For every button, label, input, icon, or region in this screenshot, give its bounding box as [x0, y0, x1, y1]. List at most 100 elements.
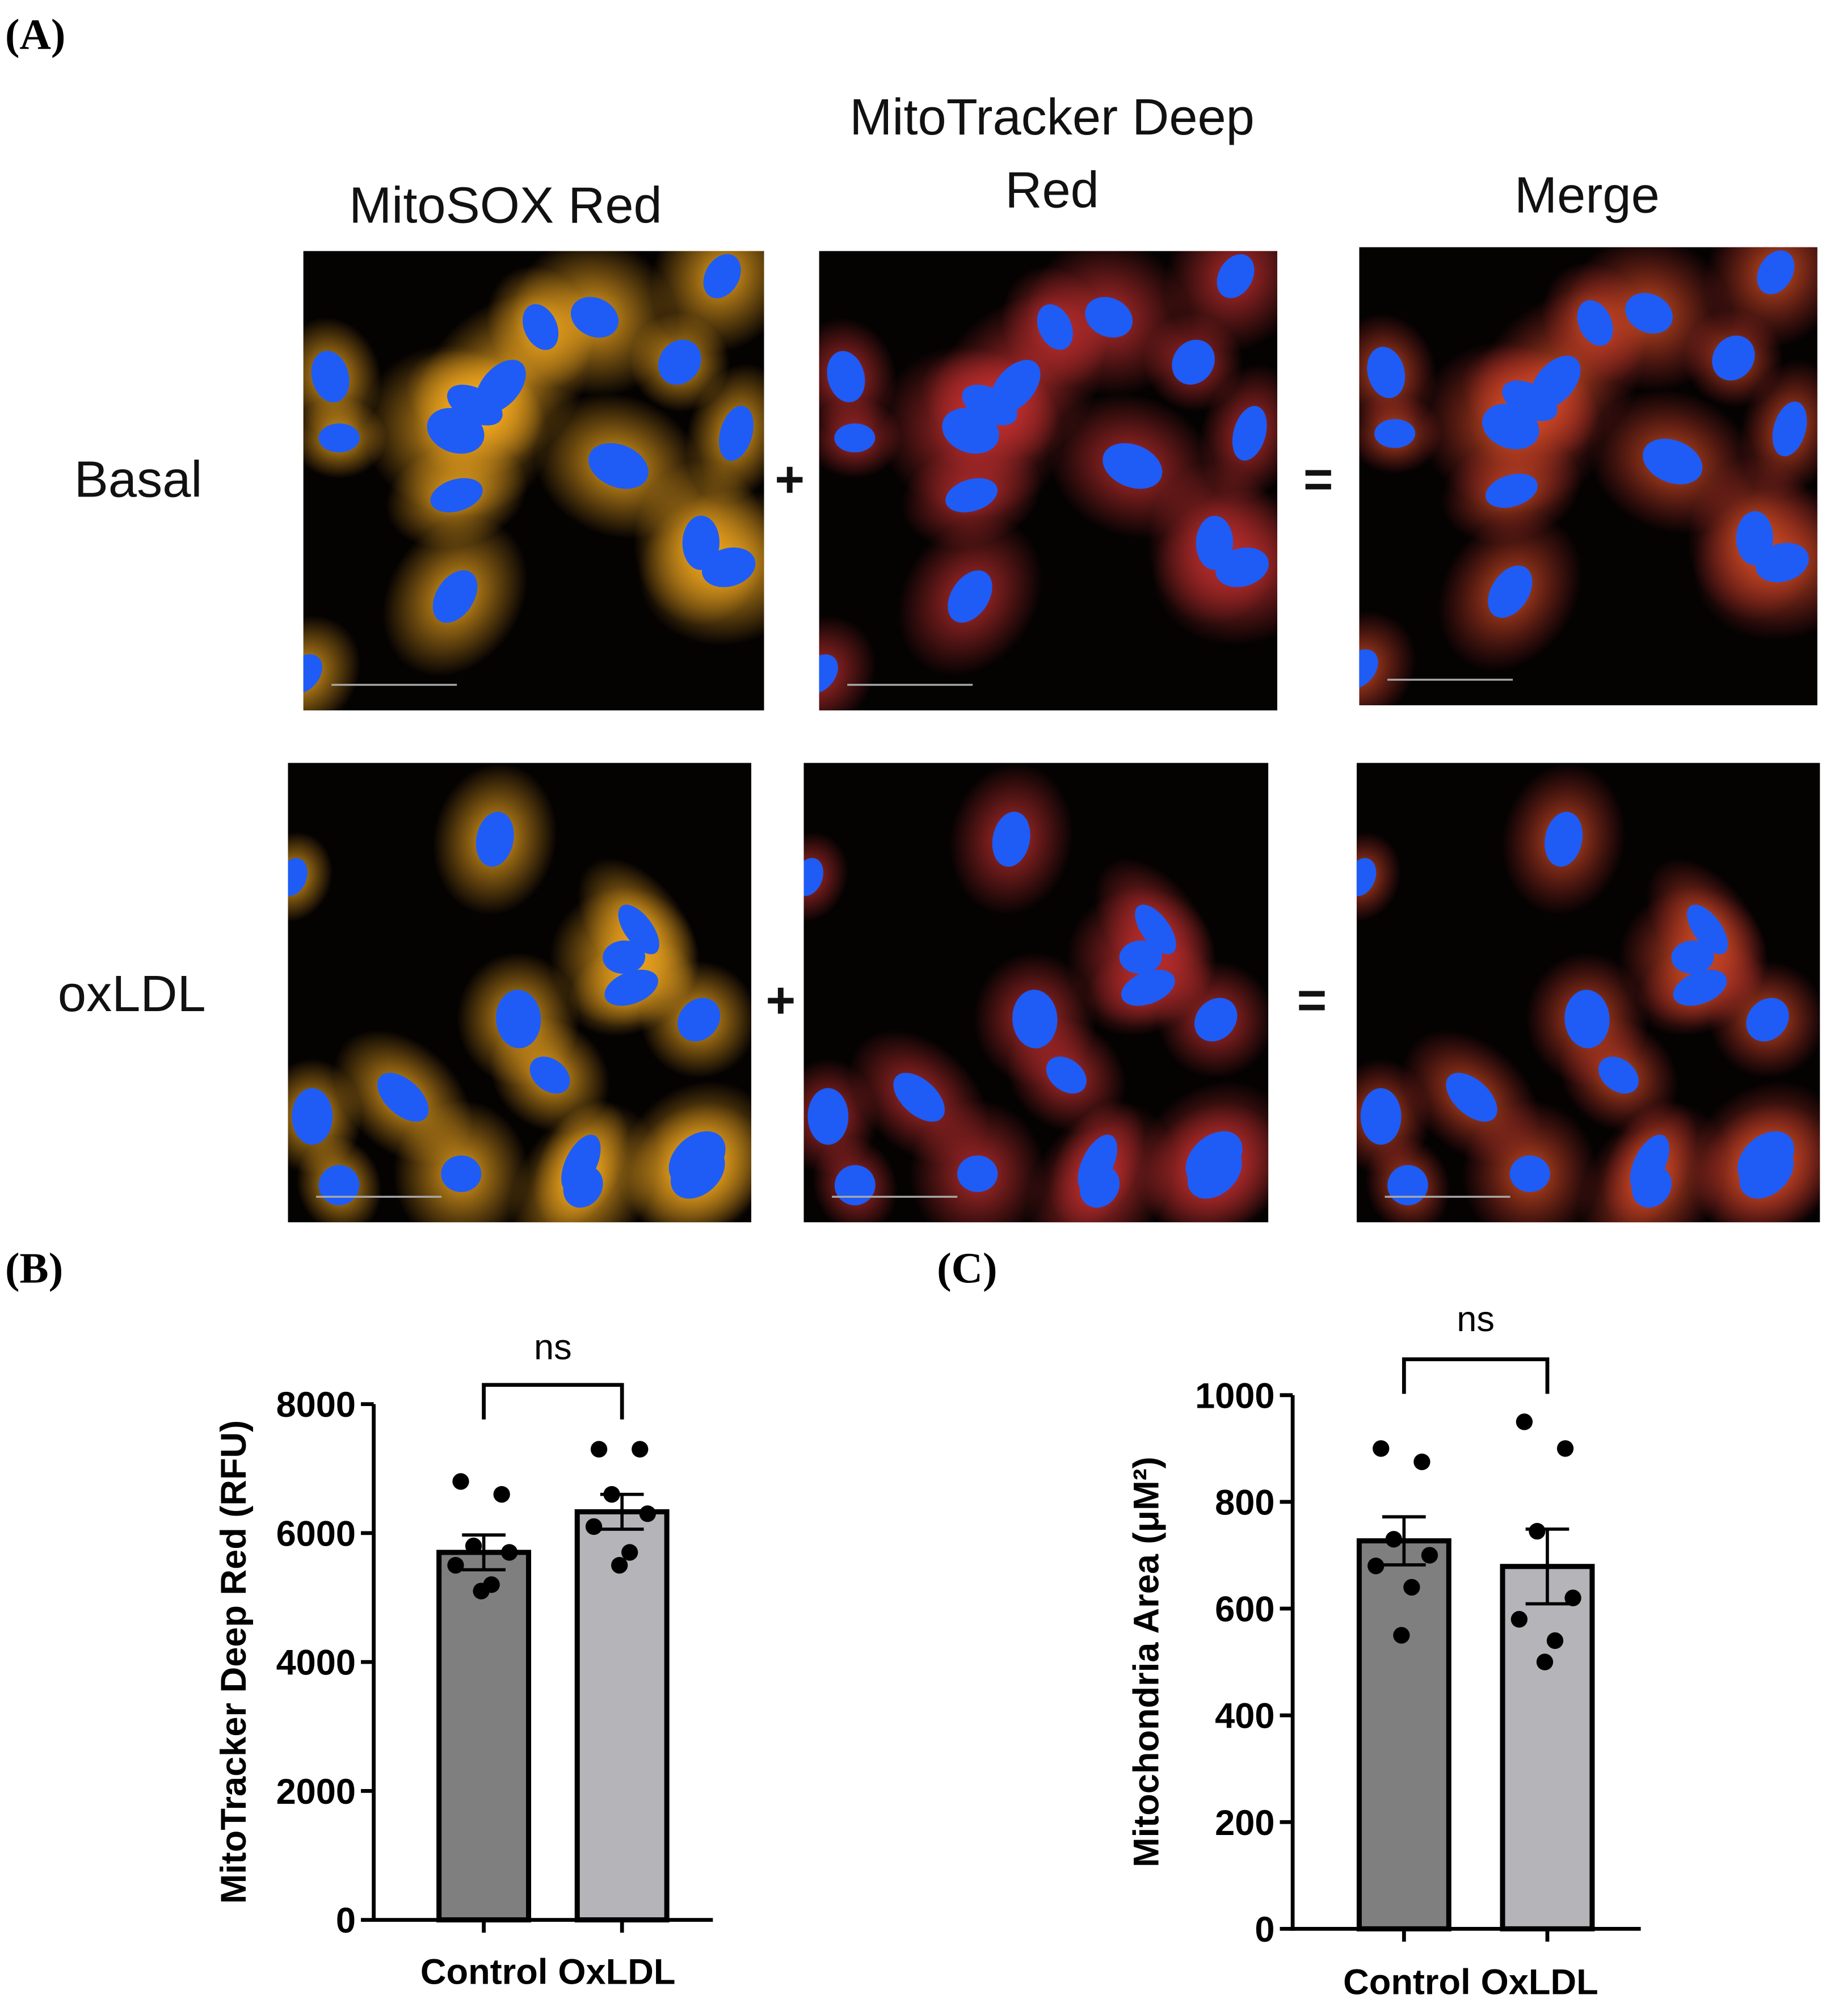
column-header: Merge	[1514, 167, 1660, 224]
nucleus	[703, 254, 741, 298]
data-point	[1373, 1440, 1390, 1457]
significance-label: ns	[534, 1328, 572, 1367]
nucleus	[834, 423, 876, 453]
nucleus	[1196, 515, 1234, 570]
nucleus	[377, 1072, 429, 1122]
nucleus	[603, 940, 646, 974]
nucleus	[1446, 1072, 1497, 1122]
significance-label: ns	[1457, 1299, 1495, 1339]
nucleus	[827, 351, 865, 402]
nucleus	[1012, 990, 1058, 1049]
nucleus	[1509, 1155, 1550, 1192]
y-axis-title: Mitochondria Area (μM²)	[1126, 1457, 1166, 1867]
nucleus	[1359, 649, 1378, 689]
bar	[574, 1509, 670, 1923]
y-tick-label: 200	[1215, 1803, 1274, 1843]
data-point	[603, 1486, 620, 1503]
nucleus	[942, 408, 999, 454]
data-point	[1516, 1413, 1533, 1430]
nucleus	[893, 1072, 945, 1122]
nucleus	[1673, 970, 1727, 1006]
bar	[436, 1550, 532, 1923]
x-tick-label: Control	[420, 1952, 548, 1992]
nucleus	[719, 406, 754, 461]
micrograph	[819, 251, 1278, 711]
panel-label: (B)	[5, 1244, 63, 1292]
data-point	[621, 1544, 638, 1561]
nucleus	[1374, 419, 1416, 448]
nucleus	[561, 1134, 601, 1193]
data-point	[1564, 1589, 1581, 1606]
data-point	[590, 1441, 608, 1458]
nucleus	[1757, 250, 1795, 294]
x-tick-label: OxLDL	[558, 1952, 675, 1992]
operator: +	[766, 971, 796, 1029]
nucleus	[1530, 355, 1581, 409]
nucleus	[604, 970, 658, 1006]
nucleus	[523, 304, 559, 350]
data-point	[493, 1486, 510, 1503]
data-point	[473, 1583, 490, 1600]
data-point	[1385, 1531, 1402, 1548]
nucleus	[1598, 1057, 1639, 1094]
nucleus	[427, 408, 485, 454]
nucleus	[1577, 300, 1613, 346]
nucleus	[1482, 403, 1539, 449]
y-tick-label: 6000	[276, 1514, 356, 1554]
nucleus	[432, 570, 478, 623]
y-tick-label: 600	[1215, 1590, 1274, 1630]
nucleus	[990, 360, 1041, 413]
nucleus	[678, 998, 721, 1042]
column-header: MitoSOX Red	[349, 177, 662, 234]
nucleus	[430, 478, 483, 513]
row-label: oxLDL	[58, 965, 206, 1022]
nucleus	[1367, 347, 1406, 398]
data-point	[1529, 1522, 1546, 1540]
nucleus	[1037, 304, 1073, 350]
nucleus	[618, 904, 659, 954]
y-tick-label: 8000	[276, 1385, 356, 1425]
nucleus	[1135, 904, 1176, 954]
nucleus	[1564, 990, 1610, 1049]
nucleus	[1356, 858, 1377, 896]
data-point	[585, 1518, 603, 1535]
nucleus	[1387, 1165, 1428, 1206]
nucleus	[1046, 1057, 1087, 1094]
panel-label: (C)	[937, 1244, 997, 1292]
data-point	[1421, 1547, 1438, 1564]
micrograph	[803, 763, 1269, 1223]
nucleus	[588, 443, 649, 489]
data-point	[501, 1544, 518, 1561]
nucleus	[1686, 904, 1728, 954]
nucleus	[819, 654, 838, 694]
nucleus	[1085, 297, 1133, 338]
operator: =	[1297, 971, 1327, 1029]
micrograph	[1356, 763, 1820, 1223]
nucleus	[803, 858, 823, 897]
nucleus	[318, 423, 360, 453]
bar	[1356, 1538, 1451, 1931]
column-header: Red	[1005, 162, 1099, 219]
nucleus	[1185, 1131, 1243, 1186]
nucleus	[318, 1165, 360, 1206]
significance-bracket	[482, 1383, 624, 1420]
data-point	[447, 1556, 464, 1574]
nucleus	[992, 811, 1030, 867]
data-point	[1393, 1627, 1410, 1644]
nucleus	[441, 1155, 482, 1192]
nucleus	[682, 515, 719, 570]
operator: +	[775, 451, 805, 508]
data-point	[465, 1537, 482, 1555]
y-tick-label: 2000	[276, 1772, 356, 1812]
x-tick-label: OxLDL	[1481, 1962, 1598, 2002]
data-point	[1367, 1558, 1385, 1575]
nucleus	[476, 360, 526, 414]
nucleus	[288, 858, 308, 896]
data-point	[632, 1441, 649, 1458]
y-tick-label: 4000	[276, 1643, 356, 1683]
nucleus	[668, 1131, 726, 1186]
data-point	[1510, 1611, 1528, 1628]
y-tick-label: 0	[336, 1901, 356, 1941]
nucleus	[1103, 443, 1163, 489]
